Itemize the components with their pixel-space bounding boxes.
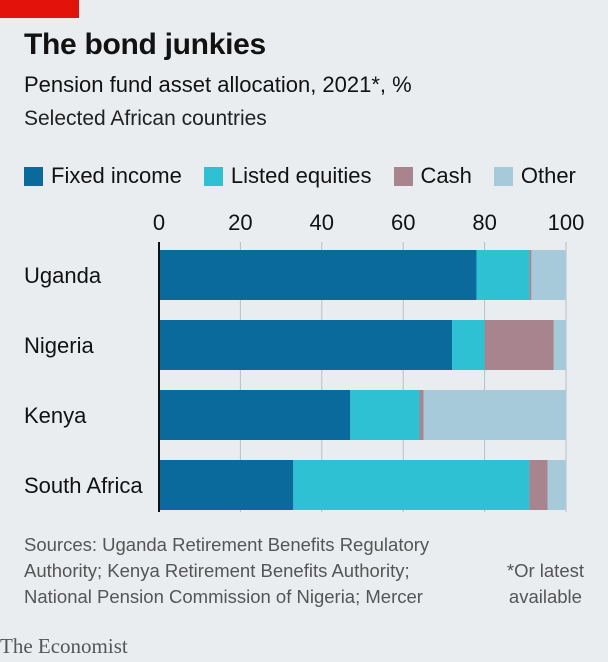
bar-segment (476, 250, 530, 300)
legend-swatch (393, 166, 413, 186)
economist-logo-text: The Economist (0, 634, 128, 658)
bar-segment (484, 320, 554, 370)
bar-segment (419, 390, 424, 440)
legend-swatch (203, 166, 223, 186)
bar-chart: 0 20 40 60 80 100 Uganda Nigeria Kenya South Afri… (24, 210, 585, 512)
chart-title: The bond junkies (24, 28, 266, 61)
bar-segment (159, 250, 477, 300)
brand-red-tag (0, 0, 79, 18)
footnote-line: *Or latest (506, 560, 584, 581)
x-tick-label: 0 (153, 210, 165, 235)
bar-segment (553, 320, 566, 370)
legend-label: Other (520, 163, 576, 188)
bar-segment (423, 390, 566, 440)
legend-label: Cash (420, 163, 472, 188)
bar-segment (293, 460, 530, 510)
bar-segment (547, 460, 566, 510)
category-label: Uganda (24, 263, 102, 288)
legend-swatch (24, 166, 43, 186)
bar-segment (350, 390, 420, 440)
category-label: Nigeria (24, 333, 94, 358)
bar-segment (452, 320, 485, 370)
sources-note: Sources: Uganda Retirement Benefits Regu… (24, 534, 430, 607)
bar-segment (529, 460, 548, 510)
legend-label: Fixed income (51, 163, 182, 188)
bar-segment (159, 460, 294, 510)
legend-item-cash: Cash (393, 163, 472, 189)
footnote: *Or latest available (507, 558, 584, 610)
legend-item-fixed-income: Fixed income (24, 163, 182, 189)
legend-item-other: Other (493, 163, 576, 189)
x-tick-label: 80 (472, 210, 496, 235)
chart-legend: Fixed income Listed equities Cash Other (24, 163, 576, 189)
bar-segment (529, 250, 532, 300)
x-tick-label: 40 (310, 210, 334, 235)
bar-segment (159, 320, 453, 370)
bar-segment (159, 390, 351, 440)
legend-item-listed-equities: Listed equities (203, 163, 372, 189)
x-tick-label: 100 (548, 210, 585, 235)
legend-swatch (493, 166, 513, 186)
chart-subtitle: Pension fund asset allocation, 2021*, % (24, 72, 412, 97)
category-label: South Africa (24, 473, 143, 498)
x-tick-label: 20 (228, 210, 252, 235)
category-label: Kenya (24, 403, 87, 428)
bar-segment (531, 250, 566, 300)
legend-label: Listed equities (230, 163, 372, 188)
chart-subsubtitle: Selected African countries (24, 107, 267, 130)
x-tick-label: 60 (391, 210, 415, 235)
footnote-line: available (508, 586, 582, 607)
